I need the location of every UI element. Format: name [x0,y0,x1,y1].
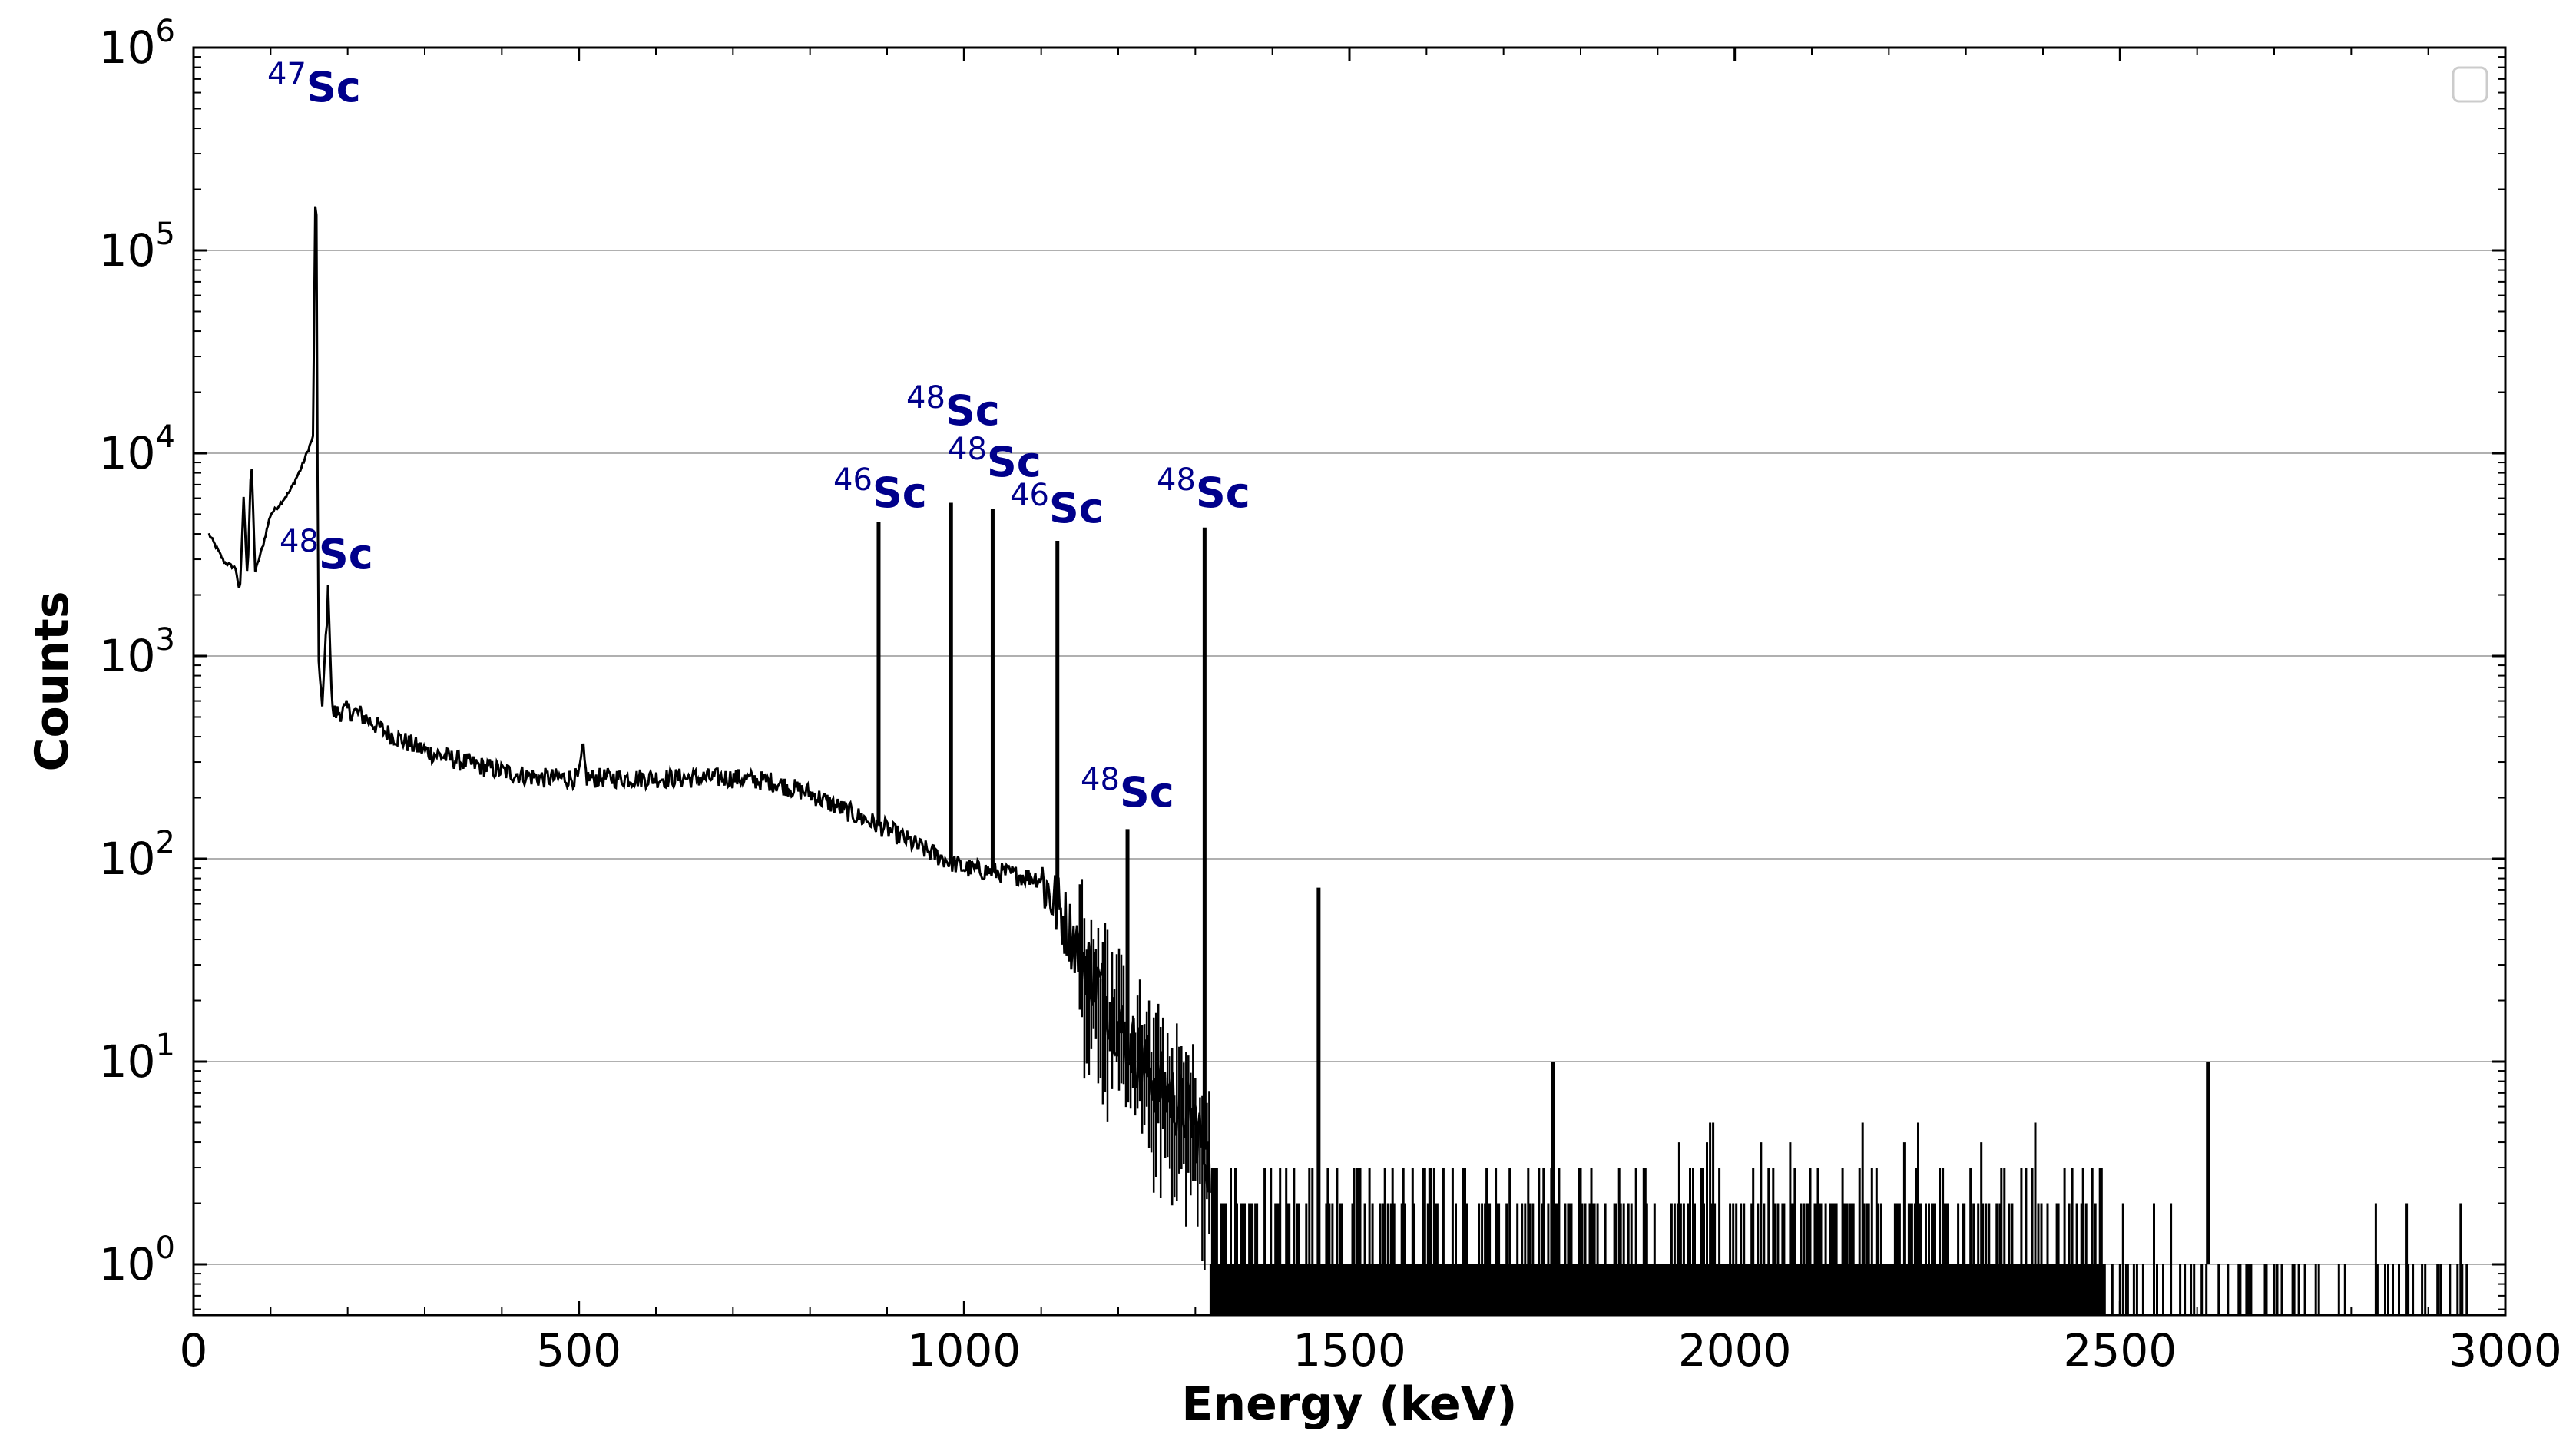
peak-label: 48Sc [1157,462,1250,517]
y-tick-label: 100 [99,1231,175,1290]
y-tick-label: 105 [99,217,175,277]
y-tick-label: 104 [99,419,175,479]
axis-ticks: 100 101 102 103 104 105 106 0 500 1000 1500 2000 250… [99,14,2562,1376]
peak-label: 48Sc [948,432,1041,486]
y-tick-label: 101 [99,1028,175,1088]
x-tick-label: 2500 [2064,1324,2177,1376]
y-axis-title: Counts [25,591,79,771]
x-tick-label: 1500 [1293,1324,1406,1376]
y-tick-label: 102 [99,825,175,885]
y-tick-label: 103 [99,622,175,682]
spectrum-continuum-line [207,206,1211,1193]
spectrum-series [207,206,2468,1315]
peak-label: 48Sc [906,380,1000,435]
x-tick-label: 3000 [2449,1324,2562,1376]
x-tick-label: 2000 [1678,1324,1792,1376]
peak-label: 47Sc [267,57,361,111]
peak-label: 48Sc [280,524,373,578]
legend-box [2452,66,2488,103]
spectrum-tail [1209,1122,2468,1315]
x-axis-title: Energy (keV) [1181,1377,1517,1431]
y-tick-label: 106 [99,14,175,74]
peak-label: 46Sc [1010,478,1104,532]
peak-label: 48Sc [1081,762,1174,817]
x-tick-label: 500 [536,1324,621,1376]
peak-label: 46Sc [833,462,927,517]
spectrum-noise [1078,879,1210,1270]
x-tick-label: 1000 [908,1324,1021,1376]
x-tick-label: 0 [180,1324,208,1376]
